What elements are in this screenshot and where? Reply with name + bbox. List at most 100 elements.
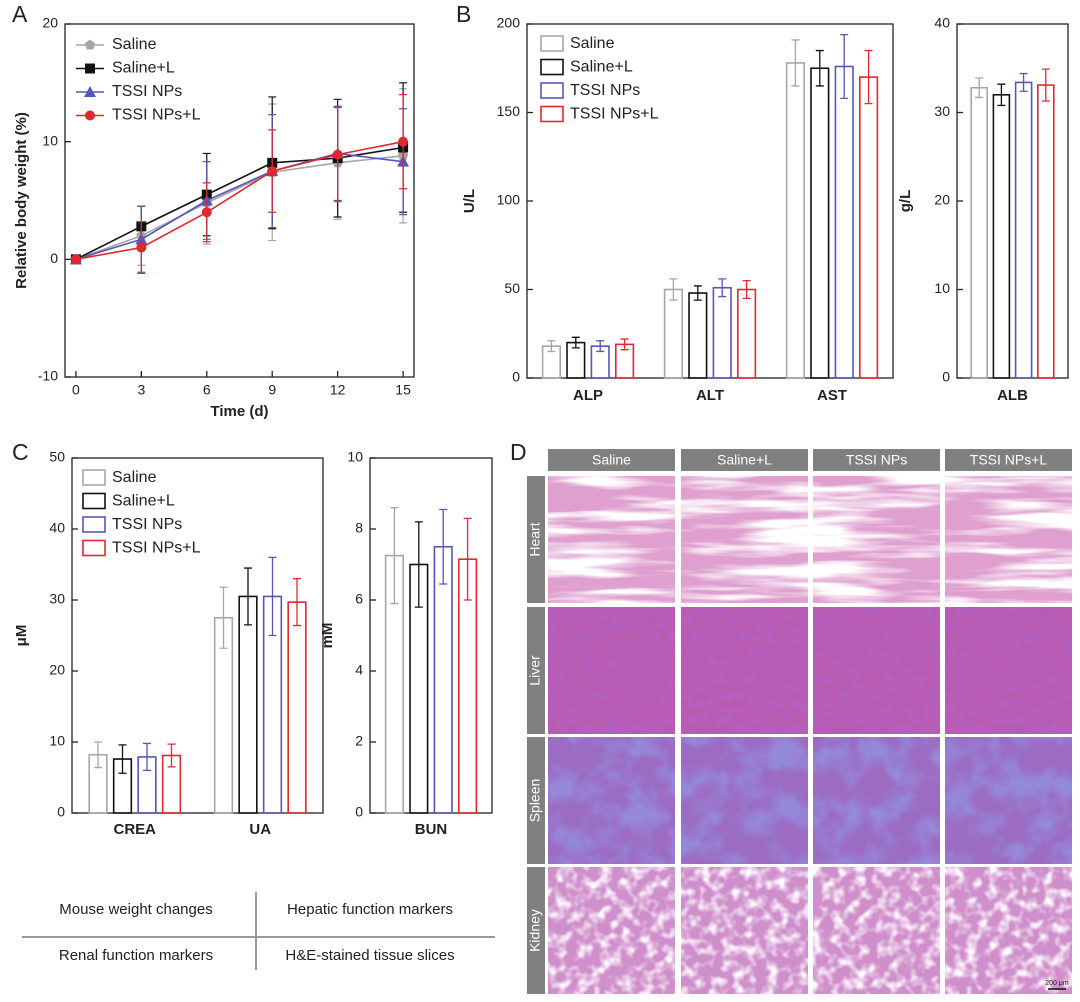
y-tick-label: 0: [57, 804, 65, 820]
y-axis-title: U/L: [461, 189, 478, 213]
error-bar: [975, 77, 984, 99]
bar: [712, 286, 732, 379]
legend-label: Saline+L: [570, 59, 633, 76]
y-tick-label: 10: [347, 449, 363, 465]
y-tick-label: 10: [49, 733, 65, 749]
tissue-texture: [813, 607, 940, 734]
row-header-label: Liver: [527, 655, 543, 686]
row-header-label: Kidney: [527, 909, 543, 952]
series-line: [75, 140, 404, 261]
x-tick-label: 0: [72, 382, 80, 398]
y-tick-label: 40: [934, 15, 950, 31]
tissue-texture: [681, 867, 808, 994]
y-tick-label: 6: [355, 591, 363, 607]
marker: [70, 254, 81, 265]
marker: [201, 207, 212, 218]
y-tick-label: 0: [942, 369, 950, 385]
error-bar: [693, 285, 702, 301]
bar: [859, 76, 879, 379]
y-tick-label: 20: [49, 662, 65, 678]
error-bar: [167, 743, 176, 768]
category-label: ALB: [997, 387, 1028, 404]
category-label: ALP: [573, 387, 603, 404]
column-header-label: Saline: [592, 452, 631, 468]
x-tick-label: 15: [395, 382, 411, 398]
table-cell: Hepatic function markers: [287, 901, 453, 918]
tissue-texture: [813, 737, 940, 864]
series-line: [75, 154, 404, 261]
legend-swatch: [540, 82, 564, 99]
legend-swatch: [82, 492, 106, 510]
legend-swatch: [540, 58, 564, 76]
bar: [834, 65, 854, 379]
error-bar: [596, 340, 605, 353]
column-header: [813, 449, 940, 471]
y-axis-title: mM: [319, 623, 336, 649]
tissue-texture: [681, 737, 808, 864]
y-tick-label: 150: [497, 103, 521, 119]
bar: [992, 94, 1011, 379]
bar: [970, 86, 988, 379]
category-label: BUN: [415, 821, 448, 838]
summary-table: Mouse weight changes Hepatic function ma…: [22, 892, 495, 970]
tissue-texture: [945, 607, 1072, 734]
error-bar: [718, 278, 727, 298]
error-bar: [669, 278, 678, 301]
tissue-texture: [548, 867, 675, 994]
legend-swatch: [82, 516, 106, 533]
legend-label: Saline: [112, 469, 157, 486]
y-tick-label: 2: [355, 733, 363, 749]
bar: [1014, 81, 1033, 379]
y-tick-label: 40: [49, 520, 65, 536]
y-tick-label: 4: [355, 662, 363, 678]
table-cell: Mouse weight changes: [59, 901, 212, 918]
y-tick-label: 200: [497, 15, 521, 31]
legend-label: TSSI NPs: [112, 516, 182, 533]
column-header-label: Saline+L: [717, 452, 772, 468]
legend-label: Saline: [570, 35, 615, 52]
panel-label: D: [510, 439, 527, 465]
error-bar: [463, 517, 472, 601]
y-axis-title: g/L: [897, 190, 914, 213]
x-tick-label: 12: [330, 382, 346, 398]
y-tick-label: 30: [934, 103, 950, 119]
legend-label: Saline: [112, 36, 157, 53]
y-tick-label: 50: [49, 449, 65, 465]
plot-frame: [369, 457, 493, 814]
legend-label: TSSI NPs: [112, 83, 182, 100]
marker: [136, 242, 147, 253]
x-axis-title: Time (d): [210, 403, 268, 420]
panel-label: C: [12, 439, 29, 465]
x-tick-label: 9: [268, 382, 276, 398]
plot-frame: [71, 457, 324, 814]
marker: [267, 166, 278, 177]
error-bar: [791, 39, 800, 87]
y-tick-label: 30: [49, 591, 65, 607]
plot-frame: [956, 23, 1069, 379]
row-header: [527, 867, 545, 994]
y-tick-label: 50: [504, 280, 520, 296]
legend-marker: [84, 86, 96, 97]
tissue-texture: [945, 867, 1072, 994]
error-bar: [143, 742, 151, 772]
category-label: AST: [817, 387, 847, 404]
error-bar: [571, 336, 580, 349]
bar: [1037, 84, 1055, 379]
table-cell: H&E-stained tissue slices: [285, 947, 454, 964]
y-tick-label: 8: [355, 520, 363, 536]
legend-marker: [84, 39, 96, 50]
bar: [810, 67, 830, 379]
series-line: [75, 152, 404, 261]
legend-marker: [85, 110, 95, 121]
legend-swatch: [540, 35, 564, 52]
legend-label: TSSI NPs+L: [112, 107, 201, 124]
legend-swatch: [82, 539, 106, 557]
error-bar: [268, 556, 277, 637]
tissue-texture: [548, 737, 675, 864]
column-header-label: TSSI NPs+L: [970, 452, 1048, 468]
y-tick-label: -10: [38, 368, 58, 384]
category-label: UA: [249, 821, 271, 838]
row-header: [527, 476, 545, 603]
x-tick-label: 3: [137, 382, 145, 398]
